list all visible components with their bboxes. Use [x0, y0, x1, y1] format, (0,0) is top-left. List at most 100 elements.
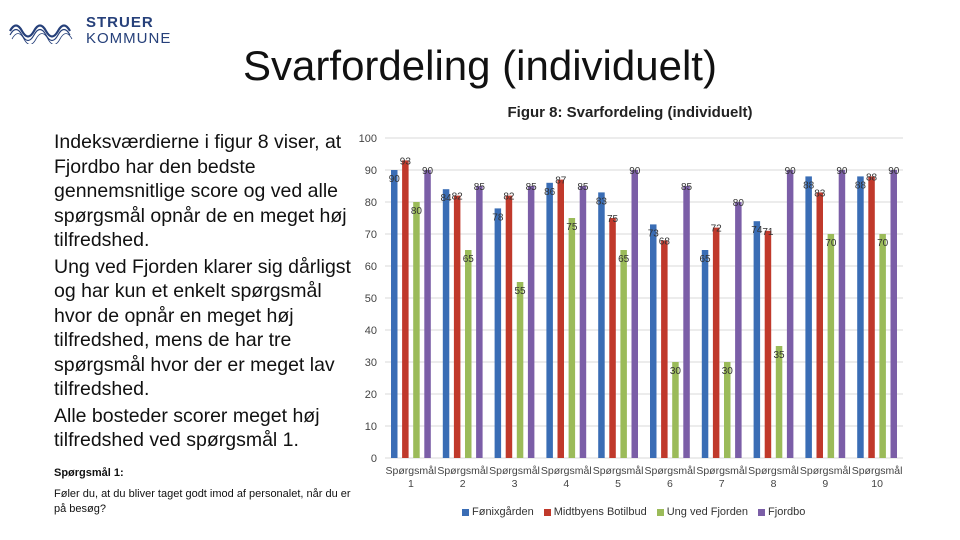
chart-legend: Fønixgården Midtbyens Botilbud Ung ved Fjo… [462, 506, 805, 518]
bar [546, 182, 553, 459]
data-label: 85 [474, 182, 486, 193]
data-label: 70 [877, 238, 889, 249]
x-tick-label: Spørgsmål [541, 465, 592, 477]
bar [413, 202, 420, 458]
bar [424, 170, 431, 458]
data-label: 75 [607, 214, 619, 225]
bar [805, 176, 812, 458]
data-label: 87 [555, 176, 567, 187]
data-label: 35 [773, 350, 785, 361]
bar [753, 221, 761, 458]
bar [712, 227, 720, 458]
data-label: 65 [699, 254, 711, 265]
x-tick-label: 7 [719, 478, 725, 490]
bar [568, 218, 576, 458]
x-tick-label: 4 [563, 478, 569, 490]
data-label: 65 [618, 254, 630, 265]
paragraph-2: Ung ved Fjorden klarer sig dårligst og h… [54, 255, 351, 401]
bar [620, 250, 627, 458]
bar [816, 192, 823, 458]
bar [701, 250, 709, 458]
data-label: 88 [855, 180, 867, 191]
y-tick-label: 30 [365, 357, 377, 369]
data-label: 88 [866, 172, 878, 183]
x-tick-label: 2 [460, 478, 466, 490]
x-tick-label: Spørgsmål [800, 465, 851, 477]
legend-item: Fønixgården [462, 506, 534, 518]
legend-item: Ung ved Fjorden [656, 506, 749, 518]
x-tick-label: Spørgsmål [386, 465, 437, 477]
bar [735, 202, 742, 458]
data-label: 75 [566, 222, 578, 233]
wave-logo-icon [9, 24, 73, 44]
legend-label: Ung ved Fjorden [666, 506, 749, 518]
data-label: 90 [422, 166, 434, 177]
bar [838, 170, 846, 458]
data-label: 78 [492, 212, 504, 223]
data-label: 83 [814, 188, 826, 199]
x-tick-label: 9 [822, 478, 828, 490]
x-tick-label: Spørgsmål [852, 465, 903, 477]
bar [494, 208, 502, 458]
x-tick-label: Spørgsmål [437, 465, 488, 477]
x-tick-label: Spørgsmål [748, 465, 799, 477]
data-label: 70 [825, 238, 837, 249]
bar [476, 186, 483, 458]
x-tick-label: Spørgsmål [696, 465, 747, 477]
y-tick-label: 60 [365, 261, 377, 273]
data-label: 85 [681, 182, 693, 193]
data-label: 82 [452, 192, 464, 203]
legend-swatch [656, 508, 664, 516]
bar [516, 282, 524, 458]
x-tick-label: Spørgsmål [593, 465, 644, 477]
bar [609, 218, 616, 458]
x-tick-label: 5 [615, 478, 621, 490]
data-label: 85 [526, 182, 538, 193]
logo: STRUER KOMMUNE [8, 14, 170, 50]
bar [890, 170, 897, 458]
bar [879, 234, 886, 458]
x-tick-label: 1 [408, 478, 414, 490]
data-label: 80 [411, 206, 423, 217]
data-label: 90 [629, 166, 641, 177]
data-label: 68 [659, 236, 671, 247]
legend-label: Midtbyens Botilbud [553, 506, 647, 518]
bar [557, 179, 564, 458]
bar [661, 240, 668, 458]
bar [505, 195, 513, 458]
data-label: 90 [888, 166, 900, 177]
bar [868, 176, 875, 458]
x-tick-label: Spørgsmål [645, 465, 696, 477]
bar [650, 224, 657, 458]
bar [527, 186, 535, 458]
bar [857, 176, 864, 458]
bar [724, 362, 731, 458]
bar [453, 195, 461, 458]
data-label: 90 [836, 166, 848, 177]
paragraph-3: Alle bosteder scorer meget høj tilfredsh… [54, 404, 320, 452]
x-tick-label: 10 [871, 478, 883, 490]
data-label: 90 [389, 174, 401, 185]
y-tick-label: 90 [365, 165, 377, 177]
y-tick-label: 20 [365, 389, 377, 401]
data-label: 30 [670, 366, 682, 377]
x-tick-label: 3 [512, 478, 518, 490]
data-label: 71 [762, 227, 774, 238]
body-text: Indeksværdierne i figur 8 viser, at Fjor… [54, 130, 354, 517]
x-tick-label: 8 [771, 478, 777, 490]
x-tick-label: Spørgsmål [489, 465, 540, 477]
question-title: Spørgsmål 1: [54, 466, 124, 479]
x-tick-label: 6 [667, 478, 673, 490]
bar [579, 186, 587, 458]
data-label: 55 [514, 286, 526, 297]
logo-line1: STRUER [86, 14, 154, 31]
data-label: 90 [785, 166, 797, 177]
data-label: 85 [577, 182, 589, 193]
bar [672, 362, 679, 458]
bar [391, 170, 398, 458]
legend-label: Fønixgården [472, 506, 534, 518]
y-tick-label: 70 [365, 229, 377, 241]
legend-label: Fjordbo [768, 506, 806, 518]
bar [775, 346, 783, 458]
legend-item: Fjordbo [758, 506, 805, 518]
